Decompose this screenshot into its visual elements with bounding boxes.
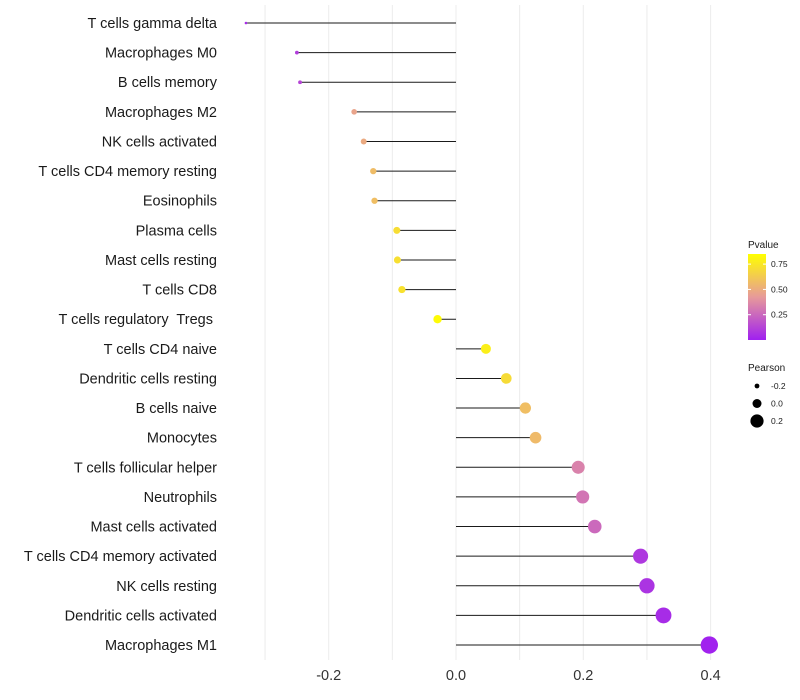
lollipop-stems <box>245 22 710 646</box>
category-labels: T cells gamma delta Macrophages M0 B cells… <box>24 16 218 654</box>
lollipop-dot <box>480 343 491 354</box>
category-label: Dendritic cells activated <box>65 608 217 624</box>
x-tick-label: 0.2 <box>573 668 593 684</box>
lollipop-dot <box>639 578 655 594</box>
lollipop-dot <box>500 373 512 384</box>
pvalue-tick-label: 0.75 <box>771 259 788 269</box>
category-label: T cells CD4 naive <box>104 342 217 358</box>
category-label: B cells naive <box>136 401 217 417</box>
x-tick-label: 0.4 <box>701 668 721 684</box>
lollipop-dot <box>700 636 719 654</box>
lollipop-dot <box>371 197 378 204</box>
category-label: T cells CD4 memory activated <box>24 549 217 565</box>
category-label: Eosinophils <box>143 194 217 210</box>
category-label: Macrophages M0 <box>105 46 217 62</box>
lollipop-dot <box>398 285 406 294</box>
pearson-key-label: -0.2 <box>771 381 786 391</box>
pearson-size-key <box>754 383 760 389</box>
category-label: Plasma cells <box>136 223 217 239</box>
x-axis-tick-labels: -0.2 0.0 0.2 0.4 <box>316 668 720 684</box>
category-label: Neutrophils <box>144 490 217 506</box>
category-label: T cells regulatory Tregs <box>59 312 218 328</box>
lollipop-dot <box>519 402 532 414</box>
pearson-key-label: 0.0 <box>771 399 783 409</box>
lollipop-dot <box>433 315 442 324</box>
lollipop-dot <box>360 138 367 145</box>
pearson-key-label: 0.2 <box>771 416 783 426</box>
category-label: B cells memory <box>118 75 218 91</box>
pearson-legend-title: Pearson <box>748 363 785 374</box>
pvalue-colorbar <box>748 254 766 340</box>
lollipop-dot <box>244 21 248 25</box>
lollipop-dot <box>295 50 299 55</box>
lollipop-dot <box>587 519 602 534</box>
lollipop-dot <box>393 256 401 264</box>
lollipop-dot <box>370 167 377 175</box>
lollipop-dot <box>529 431 542 444</box>
lollipop-dot <box>655 607 672 624</box>
category-label: NK cells activated <box>102 134 217 150</box>
grid-lines <box>264 5 712 660</box>
lollipop-dot <box>571 460 585 474</box>
pvalue-tick-label: 0.25 <box>771 310 788 320</box>
category-label: Macrophages M1 <box>105 638 217 654</box>
pearson-size-key <box>750 414 764 428</box>
category-label: NK cells resting <box>116 579 217 595</box>
category-label: Mast cells resting <box>105 253 217 269</box>
x-tick-label: -0.2 <box>316 668 341 684</box>
category-label: Macrophages M2 <box>105 105 217 121</box>
lollipop-dot <box>393 226 401 234</box>
legend: Pvalue 0.75 0.50 0.25 Pearson -0.2 0.0 0.2 <box>748 240 788 428</box>
category-label: T cells CD8 <box>142 283 217 299</box>
category-label: Dendritic cells resting <box>79 371 217 387</box>
pvalue-tick-label: 0.50 <box>771 284 788 294</box>
pearson-legend-keys: -0.2 0.0 0.2 <box>750 381 786 428</box>
lollipop-dots <box>244 21 719 654</box>
pvalue-legend-ticks: 0.75 0.50 0.25 <box>748 259 788 320</box>
category-label: T cells CD4 memory resting <box>38 164 217 180</box>
x-tick-label: 0.0 <box>446 668 466 684</box>
category-label: T cells follicular helper <box>74 460 217 476</box>
lollipop-dot <box>298 80 302 85</box>
pearson-size-key <box>752 399 762 408</box>
category-label: Mast cells activated <box>90 520 217 536</box>
category-label: Monocytes <box>147 431 217 447</box>
category-label: T cells gamma delta <box>88 16 218 32</box>
pvalue-legend-title: Pvalue <box>748 240 779 251</box>
lollipop-dot <box>633 548 649 564</box>
lollipop-dot <box>351 109 357 115</box>
lollipop-dot <box>576 490 590 504</box>
